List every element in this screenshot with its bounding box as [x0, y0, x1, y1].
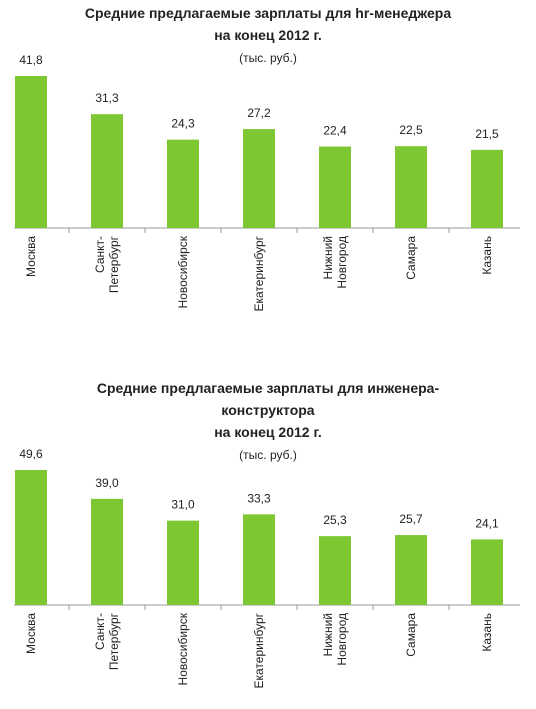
value-label: 24,1: [475, 516, 499, 530]
category-label: Казань: [480, 613, 494, 652]
category-label-group: Самара: [404, 613, 418, 657]
bar: [319, 146, 351, 228]
bar: [395, 146, 427, 228]
category-label-group: Казань: [480, 613, 494, 652]
category-label-group: Санкт-Петербург: [93, 235, 121, 293]
value-label: 31,3: [95, 91, 119, 105]
bar: [15, 470, 47, 605]
value-label: 33,3: [247, 491, 271, 505]
bar: [91, 498, 123, 605]
chart-title: Средние предлагаемые зарплаты для hr-мен…: [85, 5, 451, 43]
value-label: 31,0: [171, 498, 195, 512]
bar: [243, 514, 275, 605]
category-label-group: Самара: [404, 236, 418, 280]
bar: [471, 149, 503, 228]
value-label: 22,5: [399, 123, 423, 137]
bar: [167, 139, 199, 228]
category-label-group: Москва: [24, 236, 38, 277]
category-label: Екатеринбург: [252, 612, 266, 688]
value-label: 25,3: [323, 513, 347, 527]
category-label: Новосибирск: [176, 235, 190, 308]
category-label-group: НижнийНовгород: [321, 613, 349, 666]
category-label: Москва: [24, 236, 38, 277]
bar: [319, 536, 351, 605]
category-label: Самара: [404, 613, 418, 657]
category-label: Самара: [404, 236, 418, 280]
value-label: 49,6: [19, 447, 43, 461]
bar: [167, 520, 199, 605]
bar: [243, 129, 275, 228]
category-label-group: Казань: [480, 236, 494, 275]
category-label: Новосибирск: [176, 612, 190, 685]
category-label-group: Москва: [24, 613, 38, 654]
category-label-group: Санкт-Петербург: [93, 612, 121, 670]
bar: [91, 114, 123, 228]
category-label-group: Новосибирск: [176, 612, 190, 685]
value-label: 22,4: [323, 124, 347, 138]
bar: [471, 539, 503, 605]
category-label-group: Екатеринбург: [252, 235, 266, 311]
category-label: НижнийНовгород: [321, 236, 349, 289]
category-label: Санкт-Петербург: [93, 612, 121, 670]
category-label: Екатеринбург: [252, 235, 266, 311]
value-label: 25,7: [399, 512, 423, 526]
value-label: 41,8: [19, 53, 43, 67]
category-label-group: Новосибирск: [176, 235, 190, 308]
category-label-group: НижнийНовгород: [321, 236, 349, 289]
chart-subtitle: (тыс. руб.): [239, 448, 297, 462]
chart-title: Средние предлагаемые зарплаты для инжене…: [97, 380, 440, 440]
bar: [395, 535, 427, 605]
chart-subtitle: (тыс. руб.): [239, 51, 297, 65]
category-label: Санкт-Петербург: [93, 235, 121, 293]
value-label: 27,2: [247, 106, 271, 120]
category-label: НижнийНовгород: [321, 613, 349, 666]
value-label: 21,5: [475, 127, 499, 141]
category-label: Москва: [24, 613, 38, 654]
category-label: Казань: [480, 236, 494, 275]
bar: [15, 76, 47, 228]
category-label-group: Екатеринбург: [252, 612, 266, 688]
value-label: 39,0: [95, 476, 119, 490]
value-label: 24,3: [171, 117, 195, 131]
